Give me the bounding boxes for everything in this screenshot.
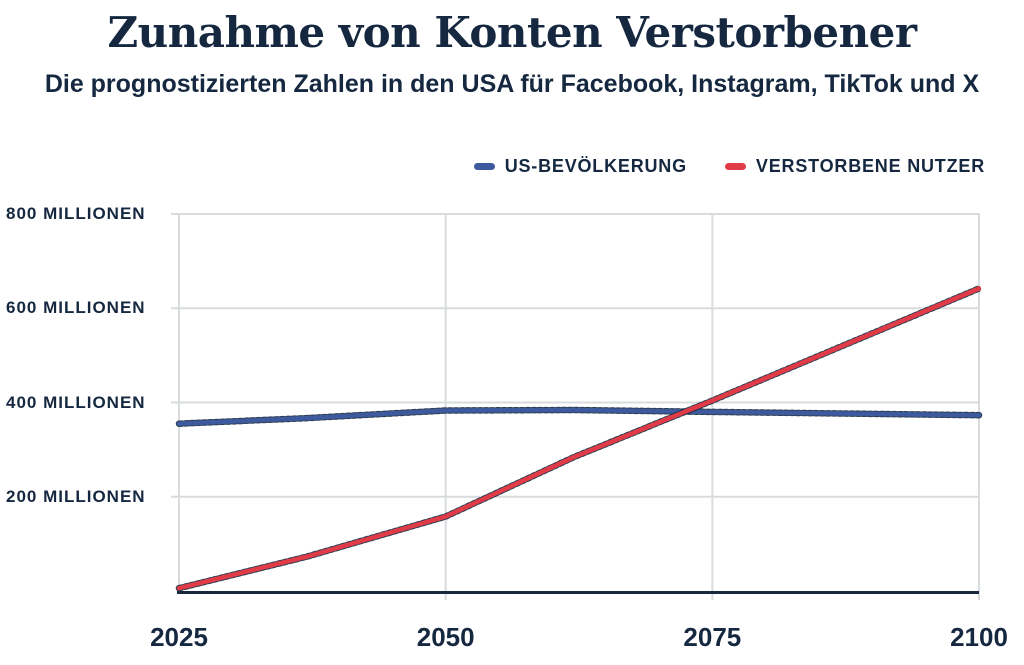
us-population-line bbox=[176, 407, 982, 426]
legend-label-us-population: US-BEVÖLKERUNG bbox=[504, 156, 687, 176]
y-axis-tick-label: 200 MILLIONEN bbox=[6, 486, 146, 506]
legend: US-BEVÖLKERUNG VERSTORBENE NUTZER bbox=[473, 156, 985, 177]
y-axis-tick-label: 800 MILLIONEN bbox=[6, 204, 146, 223]
x-axis-tick-label: 2100 bbox=[950, 622, 1008, 652]
x-axis-tick-label: 2050 bbox=[416, 622, 475, 652]
page-subtitle: Die prognostizierten Zahlen in den USA f… bbox=[44, 70, 980, 98]
page-title: Zunahme von Konten Verstorbener bbox=[107, 8, 918, 57]
legend-label-deceased-users: VERSTORBENE NUTZER bbox=[755, 156, 985, 176]
deceased-users-line bbox=[176, 286, 982, 591]
x-axis-tick-label: 2025 bbox=[150, 622, 208, 652]
y-axis-tick-label: 600 MILLIONEN bbox=[6, 298, 146, 318]
deceased-users-line-outline bbox=[175, 285, 983, 592]
x-axis-tick-label: 2075 bbox=[683, 622, 742, 652]
y-axis-tick-label: 400 MILLIONEN bbox=[6, 392, 146, 412]
legend-swatch-us-population bbox=[473, 163, 495, 170]
legend-item-deceased-users: VERSTORBENE NUTZER bbox=[724, 156, 985, 177]
legend-swatch-deceased-users bbox=[724, 163, 746, 170]
legend-item-us-population: US-BEVÖLKERUNG bbox=[473, 156, 687, 177]
